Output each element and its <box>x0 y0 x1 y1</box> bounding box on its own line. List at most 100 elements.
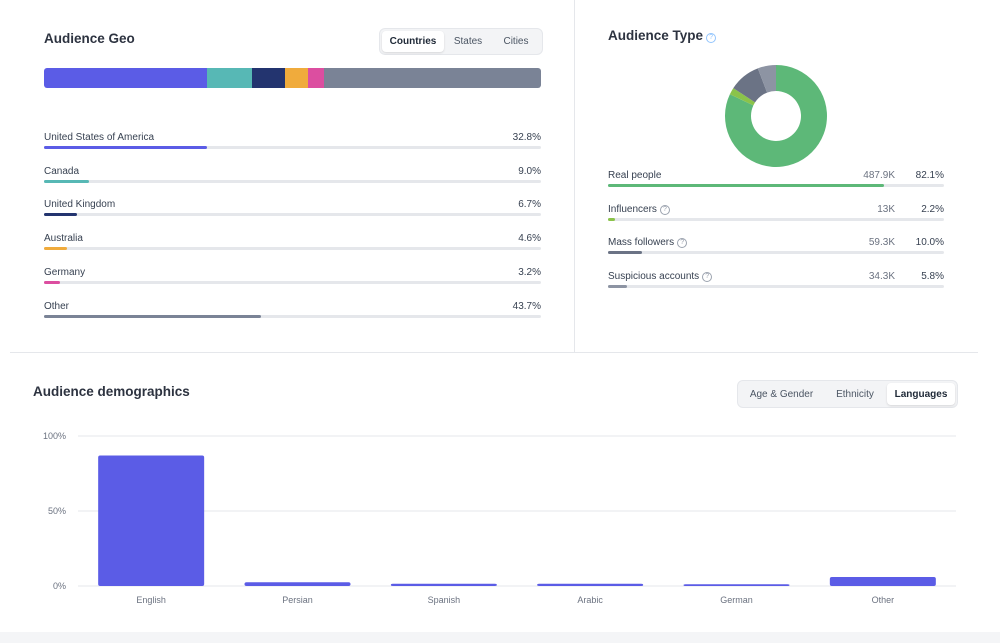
audience-type-fill <box>608 184 884 187</box>
x-tick-label: Persian <box>282 595 313 605</box>
audience-type-label: Mass followers? <box>608 237 688 249</box>
audience-type-name: Real people <box>608 170 662 181</box>
geo-stack-segment <box>207 68 252 88</box>
audience-type-title: Audience Type? <box>608 28 717 43</box>
donut-slice <box>733 68 768 103</box>
country-percent: 32.8% <box>512 132 541 143</box>
geo-tabs: Countries States Cities <box>379 28 543 55</box>
country-progress-track <box>44 280 541 284</box>
demographics-tabs: Age & Gender Ethnicity Languages <box>737 380 958 408</box>
country-name: United Kingdom <box>44 199 116 211</box>
geo-country-row: United States of America 32.8% <box>44 132 541 162</box>
country-progress-fill <box>44 179 89 183</box>
country-percent: 9.0% <box>518 165 541 177</box>
tab-age-gender[interactable]: Age & Gender <box>749 388 814 400</box>
language-bar <box>537 583 644 586</box>
country-progress-track <box>44 247 541 251</box>
tab-countries[interactable]: Countries <box>382 31 444 52</box>
audience-type-name: Mass followers <box>608 237 675 249</box>
help-icon[interactable]: ? <box>659 204 670 215</box>
audience-type-label: Real people <box>608 170 661 181</box>
audience-type-fill <box>608 217 616 221</box>
audience-type-percent: 10.0% <box>915 237 944 249</box>
country-progress-track <box>44 314 541 318</box>
y-tick-label: 100% <box>43 431 66 441</box>
tab-cities[interactable]: Cities <box>503 36 529 47</box>
geo-stack-segment <box>307 68 324 88</box>
tab-ethnicity[interactable]: Ethnicity <box>836 388 874 400</box>
y-tick-label: 0% <box>53 581 66 591</box>
geo-country-row: United Kingdom 6.7% <box>44 199 541 229</box>
country-progress-track <box>44 213 541 217</box>
audience-type-row: Suspicious accounts? 34.3K 5.8% <box>608 271 944 301</box>
horizontal-divider <box>10 352 978 353</box>
geo-country-row: Germany 3.2% <box>44 267 541 297</box>
donut-slice <box>725 65 827 167</box>
country-progress-fill <box>44 280 60 284</box>
languages-bar-chart: 0% 50% 100% English Persian Spanish Arabic Germ… <box>43 431 956 605</box>
help-icon[interactable]: ? <box>677 238 688 249</box>
country-name: Germany <box>44 266 86 278</box>
audience-type-count: 34.3K <box>868 271 895 283</box>
country-progress-track <box>44 146 541 149</box>
country-name: Australia <box>44 233 83 245</box>
y-tick-label: 50% <box>48 506 66 516</box>
audience-type-label: Suspicious accounts? <box>608 271 713 283</box>
audience-type-percent: 82.1% <box>915 170 944 181</box>
audience-type-label: Influencers? <box>608 204 670 215</box>
language-bar <box>98 455 205 586</box>
geo-stack-segment <box>44 68 208 88</box>
geo-stack-segment <box>323 68 541 88</box>
x-tick-label: Other <box>872 595 895 605</box>
country-percent: 3.2% <box>518 266 541 278</box>
audience-geo-title: Audience Geo <box>44 31 135 46</box>
audience-type-count: 59.3K <box>868 237 895 249</box>
audience-type-row: Real people 487.9K 82.1% <box>608 170 944 200</box>
audience-type-count: 487.9K <box>863 170 895 181</box>
vertical-divider <box>574 0 575 352</box>
language-bar <box>244 582 351 586</box>
geo-stack-segment <box>251 68 286 88</box>
language-bar <box>683 584 790 586</box>
geo-country-row: Canada 9.0% <box>44 166 541 196</box>
x-tick-label: Arabic <box>577 595 603 605</box>
donut-slice <box>757 65 776 93</box>
country-name: United States of America <box>44 132 155 143</box>
audience-type-percent: 5.8% <box>921 271 944 283</box>
country-progress-fill <box>44 314 262 318</box>
audience-type-percent: 2.2% <box>921 203 944 215</box>
help-icon[interactable]: ? <box>702 272 713 283</box>
audience-type-title-text: Audience Type <box>608 28 704 43</box>
geo-country-row: Australia 4.6% <box>44 233 541 263</box>
country-percent: 4.6% <box>518 233 541 245</box>
geo-country-row: Other 43.7% <box>44 301 541 331</box>
language-bar <box>390 583 497 586</box>
audience-type-donut <box>725 65 827 167</box>
x-tick-label: English <box>136 595 166 605</box>
audience-type-fill <box>608 251 642 255</box>
tab-languages[interactable]: Languages <box>887 383 955 405</box>
audience-type-track <box>608 251 944 255</box>
audience-type-name: Suspicious accounts <box>608 271 700 283</box>
country-name: Canada <box>44 165 80 177</box>
country-name: Other <box>44 300 70 312</box>
audience-type-fill <box>608 285 628 289</box>
audience-type-row: Influencers? 13K 2.2% <box>608 204 944 234</box>
language-bar <box>829 577 936 586</box>
audience-type-count: 13K <box>877 203 895 215</box>
tab-states[interactable]: States <box>453 36 483 47</box>
country-percent: 6.7% <box>518 199 541 211</box>
geo-stack-segment <box>285 68 308 88</box>
audience-type-track <box>608 217 944 221</box>
country-progress-fill <box>44 213 78 217</box>
audience-type-track <box>608 285 944 289</box>
audience-demographics-title: Audience demographics <box>33 384 190 399</box>
x-tick-label: Spanish <box>428 595 461 605</box>
audience-type-track <box>608 184 944 187</box>
x-tick-label: German <box>720 595 753 605</box>
country-progress-track <box>44 179 541 183</box>
country-progress-fill <box>44 146 208 149</box>
help-icon[interactable]: ? <box>706 33 717 43</box>
audience-type-name: Influencers <box>608 203 657 215</box>
